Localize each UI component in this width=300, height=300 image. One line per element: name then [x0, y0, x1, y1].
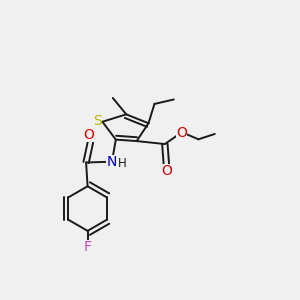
- Text: H: H: [117, 157, 126, 170]
- Text: O: O: [84, 128, 94, 142]
- Text: O: O: [176, 126, 187, 140]
- Text: N: N: [106, 155, 116, 169]
- Text: F: F: [84, 240, 92, 254]
- Text: O: O: [161, 164, 172, 178]
- Text: S: S: [93, 114, 101, 128]
